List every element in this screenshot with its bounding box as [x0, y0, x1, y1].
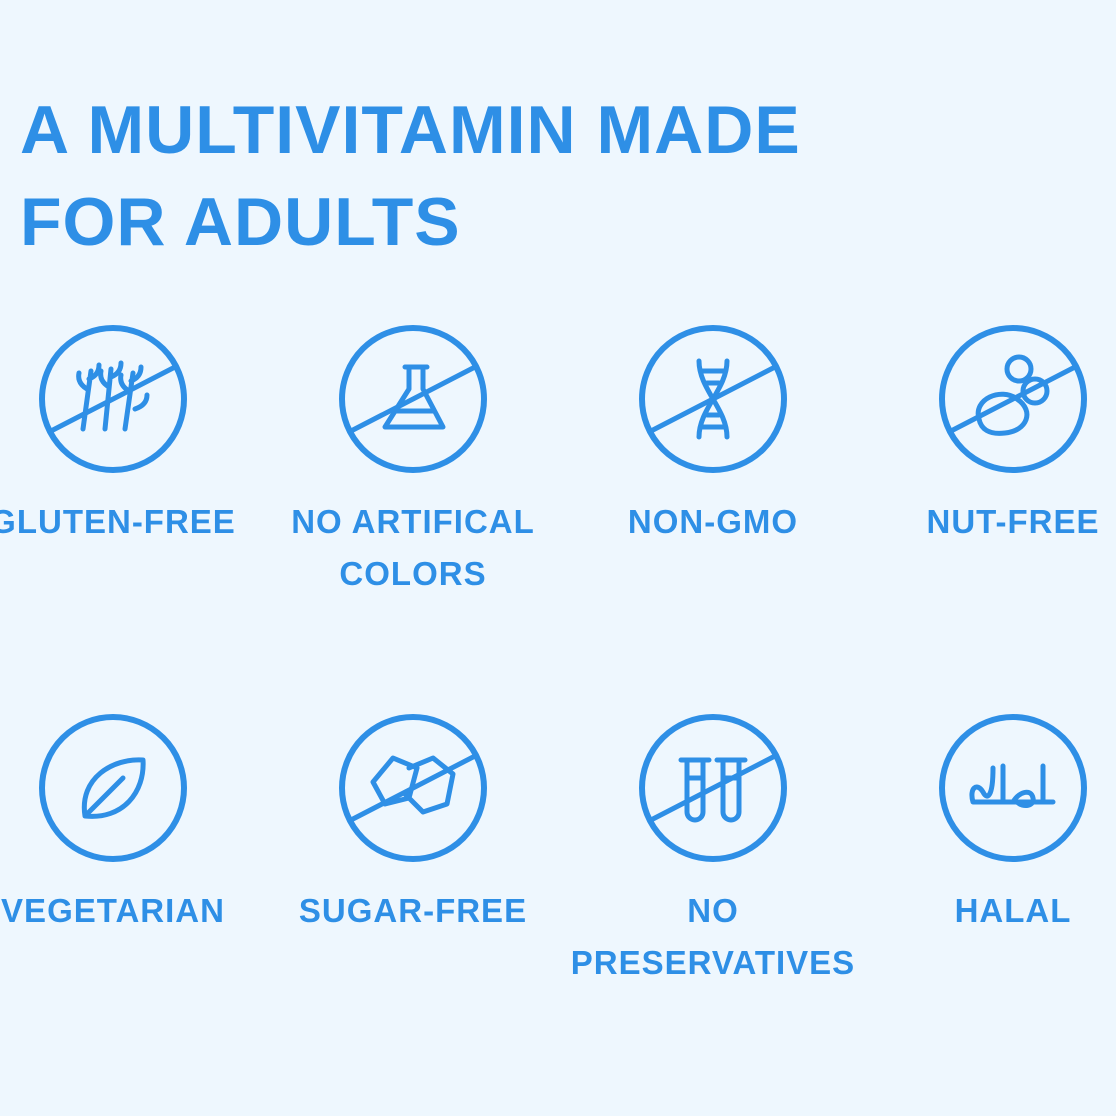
- feature-icon: [339, 325, 487, 473]
- icon-part: [339, 325, 487, 473]
- icon-part: [1004, 354, 1034, 384]
- label-line: VEGETARIAN: [1, 892, 225, 929]
- icon-part: [382, 364, 446, 430]
- icon-part: [648, 753, 778, 823]
- feature-label: VEGETARIAN: [0, 885, 263, 937]
- feature: NUT-FREE: [863, 324, 1116, 548]
- feature: GLUTEN-FREE: [0, 324, 263, 548]
- icon-part: [39, 714, 187, 862]
- icon-part: [678, 757, 748, 823]
- feature-icon: [39, 325, 187, 473]
- icon-part: [81, 757, 146, 819]
- feature-icon: [39, 714, 187, 862]
- icon-part: [975, 391, 1030, 436]
- icon-part: [948, 364, 1078, 434]
- feature-label: NO PRESERVATIVES: [563, 885, 863, 989]
- icon-part: [81, 757, 146, 819]
- icon-part: [348, 753, 478, 823]
- feature-label: GLUTEN-FREE: [0, 496, 263, 548]
- label-line: PRESERVATIVES: [570, 944, 856, 981]
- title: A MULTIVITAMIN MADE FOR ADULTS: [20, 84, 801, 268]
- icon-part: [939, 714, 1087, 862]
- label-line: SUGAR-FREE: [298, 892, 528, 929]
- icon-part: [648, 753, 778, 823]
- icon-part: [48, 364, 178, 434]
- feature: NO PRESERVATIVES: [563, 713, 863, 989]
- feature-icon: [339, 714, 487, 862]
- feature-label: NON-GMO: [563, 496, 863, 548]
- icon-part: [348, 364, 478, 434]
- icon-part: [48, 360, 178, 434]
- icon-part: [648, 358, 778, 440]
- feature: NO ARTIFICAL COLORS: [263, 324, 563, 600]
- icon-part: [339, 714, 487, 862]
- label-line: NO: [687, 892, 739, 929]
- icon-part: [639, 714, 787, 862]
- icon-part: [348, 364, 478, 434]
- feature-icon: [939, 714, 1087, 862]
- icon-part: [939, 325, 1087, 473]
- feature-icon: [939, 325, 1087, 473]
- feature: HALAL: [863, 713, 1116, 937]
- icon-part: [39, 325, 187, 473]
- icon-part: [348, 753, 478, 823]
- feature-icon: [639, 714, 787, 862]
- feature-label: NUT-FREE: [863, 496, 1116, 548]
- icon-part: [948, 354, 1078, 436]
- feature-label: NO ARTIFICAL COLORS: [263, 496, 563, 600]
- icon-part: [969, 763, 1056, 808]
- icon-part: [370, 755, 456, 815]
- feature-label: HALAL: [863, 885, 1116, 937]
- icon-part: [1020, 376, 1050, 406]
- feature: NON-GMO: [563, 324, 863, 548]
- label-line: HALAL: [954, 892, 1072, 929]
- title-line: FOR ADULTS: [20, 184, 461, 260]
- title-line: A MULTIVITAMIN MADE: [20, 92, 801, 168]
- icon-part: [639, 325, 787, 473]
- feature: SUGAR-FREE: [263, 713, 563, 937]
- icon-part: [648, 364, 778, 434]
- label-line: COLORS: [339, 555, 487, 592]
- feature-label: SUGAR-FREE: [263, 885, 563, 937]
- label-line: NON-GMO: [627, 503, 799, 540]
- icon-part: [76, 360, 150, 432]
- feature-icon: [639, 325, 787, 473]
- label-line: GLUTEN-FREE: [0, 503, 236, 540]
- label-line: NO ARTIFICAL: [291, 503, 535, 540]
- feature: VEGETARIAN: [0, 713, 263, 937]
- label-line: NUT-FREE: [926, 503, 1100, 540]
- icon-part: [969, 763, 1056, 808]
